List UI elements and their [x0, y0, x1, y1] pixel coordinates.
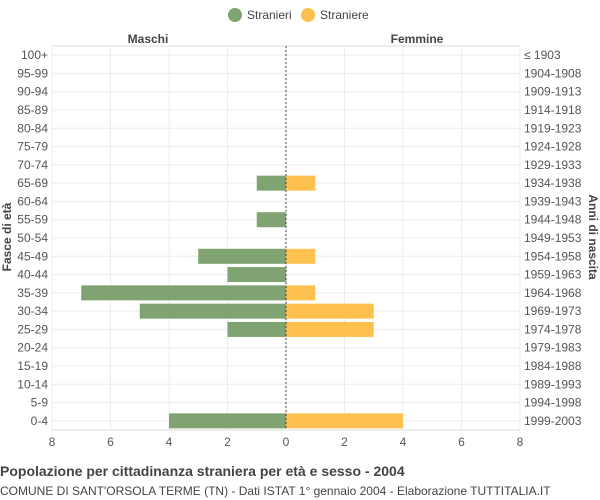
- age-label-30-34: 30-34: [17, 304, 48, 318]
- legend-swatch-straniere: [301, 8, 315, 22]
- age-label-60-64: 60-64: [17, 194, 48, 208]
- left-header: Maschi: [128, 32, 169, 46]
- birth-year-label-1994-1998: 1994-1998: [524, 396, 582, 410]
- x-tick-6: 4: [400, 435, 407, 449]
- age-label-10-14: 10-14: [17, 377, 48, 391]
- birth-year-label-1954-1958: 1954-1958: [524, 249, 582, 263]
- chart-subtitle: COMUNE DI SANT'ORSOLA TERME (TN) - Dati …: [0, 484, 551, 498]
- bar-stranieri-40-44: [227, 267, 286, 283]
- bar-stranieri-35-39: [81, 285, 286, 301]
- x-tick-4: 0: [283, 435, 290, 449]
- age-label-85-89: 85-89: [17, 103, 48, 117]
- x-tick-3: 2: [224, 435, 231, 449]
- age-label-45-49: 45-49: [17, 249, 48, 263]
- bar-stranieri-30-34: [139, 303, 286, 319]
- birth-year-label-1929-1933: 1929-1933: [524, 158, 582, 172]
- birth-year-label-1903: ≤ 1903: [524, 48, 561, 62]
- age-label-55-59: 55-59: [17, 213, 48, 227]
- legend: Stranieri Straniere: [228, 8, 369, 22]
- bar-straniere-30-34: [286, 303, 374, 319]
- right-header: Femmine: [391, 32, 444, 46]
- age-label-25-29: 25-29: [17, 322, 48, 336]
- age-label-95-99: 95-99: [17, 66, 48, 80]
- bar-stranieri-65-69: [256, 175, 286, 191]
- x-tick-2: 4: [166, 435, 173, 449]
- x-tick-7: 6: [458, 435, 465, 449]
- chart-title: Popolazione per cittadinanza straniera p…: [0, 463, 405, 479]
- birth-year-label-1944-1948: 1944-1948: [524, 213, 582, 227]
- bars: [81, 175, 403, 429]
- bar-stranieri-55-59: [256, 212, 286, 228]
- birth-year-label-1989-1993: 1989-1993: [524, 377, 582, 391]
- birth-year-label-1979-1983: 1979-1983: [524, 341, 582, 355]
- bar-straniere-0-4: [286, 413, 403, 429]
- legend-swatch-stranieri: [228, 8, 242, 22]
- bar-stranieri-25-29: [227, 321, 286, 337]
- birth-year-label-1919-1923: 1919-1923: [524, 121, 582, 135]
- x-tick-1: 6: [107, 435, 114, 449]
- bar-stranieri-45-49: [198, 248, 286, 264]
- birth-year-label-1904-1908: 1904-1908: [524, 66, 582, 80]
- y-axis-title-left: Fasce di età: [0, 202, 14, 271]
- age-label-15-19: 15-19: [17, 359, 48, 373]
- birth-year-label-1984-1988: 1984-1988: [524, 359, 582, 373]
- birth-year-label-1914-1918: 1914-1918: [524, 103, 582, 117]
- age-label-0-4: 0-4: [31, 414, 49, 428]
- birth-year-label-1909-1913: 1909-1913: [524, 85, 582, 99]
- bar-straniere-65-69: [286, 175, 316, 191]
- x-tick-0: 8: [49, 435, 56, 449]
- birth-year-label-1999-2003: 1999-2003: [524, 414, 582, 428]
- birth-year-label-1969-1973: 1969-1973: [524, 304, 582, 318]
- birth-year-labels: ≤ 1903 1904-1908 1909-1913 1914-1918 1919-19…: [524, 48, 582, 428]
- age-label-70-74: 70-74: [17, 158, 48, 172]
- age-labels: 100+ 95-99 90-94 85-89 80-84 75-79 70-74 65-69 6…: [17, 48, 48, 428]
- birth-year-label-1939-1943: 1939-1943: [524, 194, 582, 208]
- bar-straniere-45-49: [286, 248, 316, 264]
- age-label-65-69: 65-69: [17, 176, 48, 190]
- bar-straniere-35-39: [286, 285, 316, 301]
- birth-year-label-1964-1968: 1964-1968: [524, 286, 582, 300]
- age-label-5-9: 5-9: [31, 396, 49, 410]
- x-tick-labels: 8 6 4 2 0 2 4 6 8: [49, 435, 524, 449]
- y-axis-title-right: Anni di nascita: [586, 194, 600, 280]
- legend-label-straniere: Straniere: [320, 8, 369, 22]
- age-label-35-39: 35-39: [17, 286, 48, 300]
- age-label-40-44: 40-44: [17, 268, 48, 282]
- x-tick-8: 8: [517, 435, 524, 449]
- birth-year-label-1934-1938: 1934-1938: [524, 176, 582, 190]
- birth-year-label-1974-1978: 1974-1978: [524, 322, 582, 336]
- birth-year-label-1949-1953: 1949-1953: [524, 231, 582, 245]
- bar-stranieri-0-4: [169, 413, 286, 429]
- age-label-20-24: 20-24: [17, 341, 48, 355]
- age-label-100: 100+: [21, 48, 48, 62]
- bar-straniere-25-29: [286, 321, 374, 337]
- age-label-75-79: 75-79: [17, 140, 48, 154]
- x-tick-5: 2: [341, 435, 348, 449]
- age-label-90-94: 90-94: [17, 85, 48, 99]
- age-label-80-84: 80-84: [17, 121, 48, 135]
- birth-year-label-1924-1928: 1924-1928: [524, 140, 582, 154]
- age-label-50-54: 50-54: [17, 231, 48, 245]
- birth-year-label-1959-1963: 1959-1963: [524, 268, 582, 282]
- legend-label-stranieri: Stranieri: [247, 8, 292, 22]
